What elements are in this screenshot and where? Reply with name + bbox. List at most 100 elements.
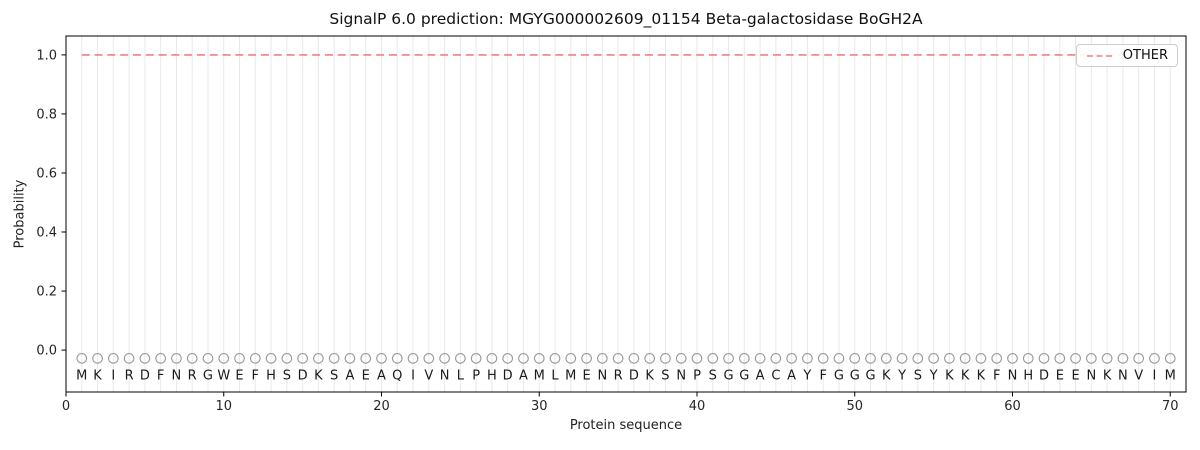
- x-tick-label: 30: [531, 399, 548, 414]
- x-tick-label: 40: [689, 399, 706, 414]
- residue-letter: A: [377, 369, 386, 384]
- residue-marker: [407, 352, 419, 364]
- residue-marker: [770, 352, 782, 364]
- residue-letter: M: [565, 369, 576, 384]
- residue-marker: [612, 352, 624, 364]
- x-tick-label: 60: [1004, 399, 1021, 414]
- y-axis-label: Probability: [12, 179, 28, 249]
- residue-marker: [328, 352, 340, 364]
- residue-marker: [802, 352, 813, 364]
- residue-marker: [896, 352, 908, 364]
- residue-marker: [234, 352, 245, 364]
- residue-letter: N: [676, 369, 686, 384]
- y-tick-label: 1.0: [36, 48, 57, 63]
- residue-letter: G: [865, 369, 875, 384]
- residue-letter: N: [1086, 369, 1096, 384]
- residue-marker: [865, 352, 876, 364]
- residue-letter: G: [739, 369, 749, 384]
- residue-marker: [1133, 352, 1145, 364]
- residue-letter: N: [597, 369, 607, 384]
- x-tick-label: 10: [215, 399, 232, 414]
- residue-marker: [360, 352, 372, 364]
- residue-marker: [249, 352, 261, 364]
- residue-letter: G: [723, 369, 733, 384]
- residue-marker: [344, 352, 356, 364]
- residue-letter: G: [850, 369, 860, 384]
- residue-letter: S: [330, 369, 338, 384]
- residue-marker: [1054, 352, 1066, 364]
- residue-marker: [596, 352, 608, 364]
- residue-letter: K: [314, 369, 323, 384]
- residue-letter: S: [709, 369, 717, 384]
- residue-letter: E: [1056, 369, 1064, 384]
- residue-letter: F: [993, 369, 1000, 384]
- residue-letter: S: [283, 369, 291, 384]
- residue-letter: H: [1023, 369, 1033, 384]
- residue-letter: K: [945, 369, 954, 384]
- residue-marker: [455, 352, 466, 364]
- residue-letter: N: [1008, 369, 1018, 384]
- residue-marker: [1164, 352, 1176, 364]
- residue-letter: F: [252, 369, 259, 384]
- residue-marker: [549, 352, 561, 364]
- residue-letter: A: [345, 369, 354, 384]
- residue-marker: [786, 352, 797, 364]
- residue-letter: A: [756, 369, 765, 384]
- residue-marker: [1117, 352, 1129, 364]
- residue-letter: K: [93, 369, 102, 384]
- residue-letter: V: [1134, 369, 1143, 384]
- residue-marker: [754, 352, 766, 364]
- residue-marker: [1022, 352, 1034, 364]
- residue-marker: [502, 352, 514, 364]
- residue-marker: [155, 352, 166, 364]
- residue-marker: [660, 352, 671, 364]
- residue-letter: N: [1118, 369, 1128, 384]
- residue-letter: K: [961, 369, 970, 384]
- residue-letter: N: [440, 369, 450, 384]
- residue-marker: [880, 352, 892, 364]
- residue-letter: H: [266, 369, 276, 384]
- residue-marker: [391, 352, 403, 364]
- residue-marker: [975, 352, 987, 364]
- y-tick-label: 0.2: [36, 285, 57, 300]
- residue-letter: M: [76, 369, 87, 384]
- legend-box: OTHER: [1075, 44, 1178, 67]
- residue-letter: K: [1103, 369, 1112, 384]
- residue-marker: [439, 352, 450, 364]
- residue-marker: [376, 352, 387, 364]
- residue-letter: K: [977, 369, 986, 384]
- residue-marker: [423, 352, 435, 364]
- residue-marker: [92, 352, 103, 364]
- legend-dashed-line-icon: [1086, 54, 1115, 57]
- residue-marker: [470, 352, 482, 364]
- y-tick-label: 0.4: [36, 226, 57, 241]
- residue-marker: [707, 352, 719, 364]
- residue-letter: P: [472, 369, 480, 384]
- residue-letter: D: [140, 369, 150, 384]
- residue-letter: E: [235, 369, 243, 384]
- x-tick-label: 50: [846, 399, 863, 414]
- residue-letter: D: [298, 369, 308, 384]
- residue-marker: [928, 352, 939, 364]
- residue-letter: G: [834, 369, 844, 384]
- residue-marker: [107, 352, 119, 364]
- residue-marker: [123, 352, 135, 364]
- residue-letter: A: [519, 369, 528, 384]
- residue-letter: S: [914, 369, 922, 384]
- residue-letter: D: [1039, 369, 1049, 384]
- residue-letter: S: [661, 369, 669, 384]
- residue-marker: [644, 352, 656, 364]
- axes-spines: [65, 35, 1187, 393]
- residue-marker: [139, 352, 151, 364]
- residue-letter: Y: [897, 369, 906, 384]
- residue-letter: P: [693, 369, 701, 384]
- residue-letter: L: [551, 369, 559, 384]
- residue-marker: [297, 352, 308, 364]
- chart-title: SignalP 6.0 prediction: MGYG000002609_01…: [329, 10, 923, 28]
- x-axis-label: Protein sequence: [569, 418, 683, 433]
- residue-letter: R: [614, 369, 623, 384]
- residue-letter: D: [503, 369, 513, 384]
- residue-marker: [313, 352, 324, 364]
